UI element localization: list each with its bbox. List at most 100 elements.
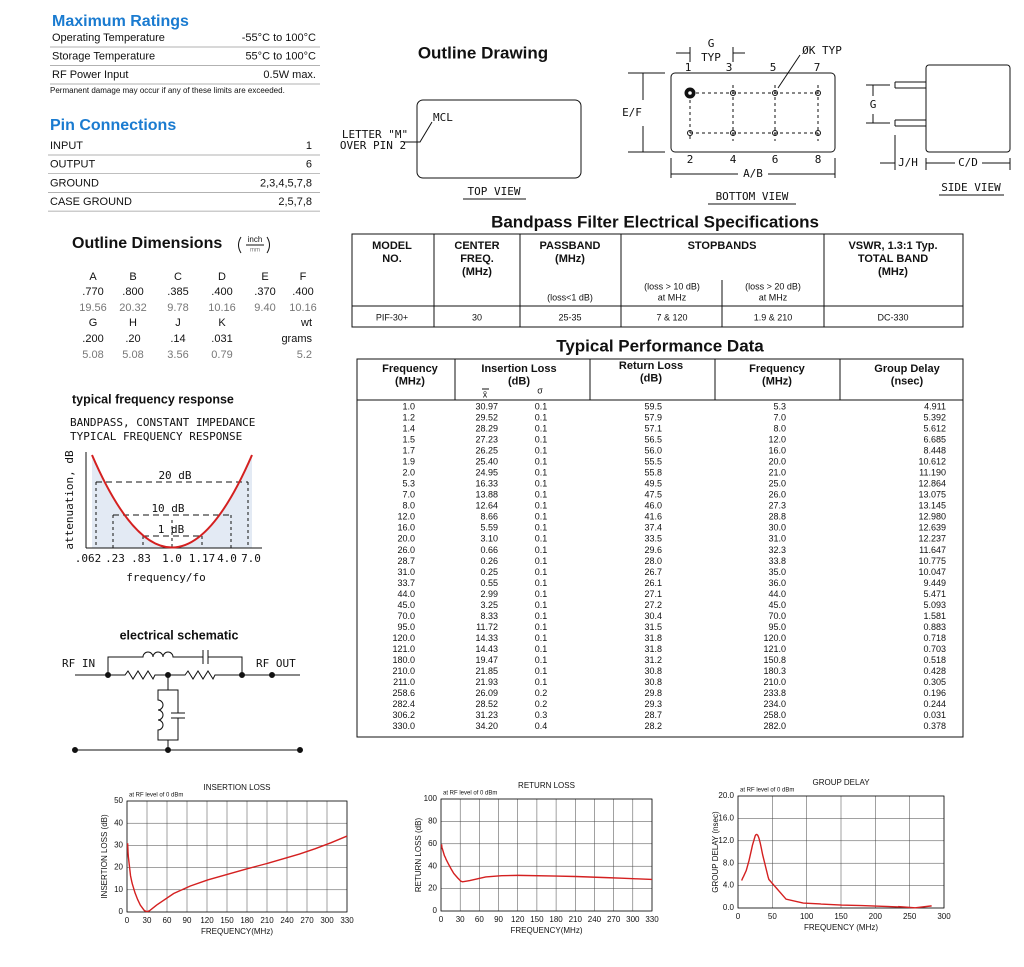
dimension-value: .800 [122,286,143,298]
table-border [356,358,964,738]
column-header: Return Loss [619,360,683,372]
x-tick-label: 180 [549,915,563,924]
x-tick-label: 240 [280,916,294,925]
column-header: MODEL [372,240,412,252]
x-label: 1.0 [162,552,182,565]
cell: 27.1 [644,589,662,599]
cell: 0.1 [535,567,548,577]
chart-subtitle: at RF level of 0 dBm [443,791,497,797]
x-tick-label: 60 [475,915,484,924]
cell: 8.66 [480,512,498,522]
dim-label: TYP [701,51,721,64]
dimension-value: .385 [167,286,188,298]
column-note: (loss > 10 dB) [644,281,700,291]
x-axis-label: FREQUENCY(MHz) [201,927,273,936]
column-header: (dB) [508,375,530,387]
cell: 0.244 [923,699,946,709]
cell: 0.1 [535,655,548,665]
frequency-response-drawing [85,452,262,549]
y-tick-label: 20 [114,863,123,872]
cell: 121.0 [763,644,786,654]
cell: 0.1 [535,600,548,610]
y-tick-label: 100 [424,794,438,803]
x-label: 4.0 [217,552,237,565]
cell: 0.2 [535,688,548,698]
column-header: Frequency [382,363,439,375]
y-axis-label: RETURN LOSS (dB) [414,818,423,893]
cell: 0.1 [535,501,548,511]
pin [772,130,778,136]
cell: 0.1 [535,468,548,478]
pin [687,130,693,136]
note: LETTER "M" [342,128,408,141]
rating-name: RF Power Input [52,69,128,81]
cell: 28.29 [475,423,498,433]
cell: 26.09 [475,688,498,698]
pin-name: OUTPUT [50,159,96,171]
cell: 26.0 [768,490,786,500]
cell: 5.392 [923,412,946,422]
x-tick-label: 0 [439,915,444,924]
y-tick-label: 0 [119,907,124,916]
column-header: (MHz) [555,253,585,265]
cell: 11.72 [476,622,498,632]
data-line [126,835,348,913]
column-header: (MHz) [395,375,425,387]
cell: 0.718 [923,633,946,643]
cell: 13.88 [475,490,498,500]
pin-value: 2,3,4,5,7,8 [260,177,312,189]
cell: 5.093 [923,600,946,610]
table-border [351,233,964,328]
cell: 0.883 [923,622,946,632]
cell: 0.1 [535,534,548,544]
cell: 95.0 [768,622,786,632]
cell: 46.0 [644,501,662,511]
side-view-body [925,64,1011,153]
section-title: Maximum Ratings [52,13,189,30]
section-title: Bandpass Filter Electrical Specification… [491,212,819,231]
cell: 0.1 [535,578,548,588]
pin-number: 4 [730,153,737,166]
node [165,747,171,753]
x-tick-label: 240 [588,915,602,924]
cell: 11.190 [919,468,946,478]
x-tick-label: 50 [768,912,777,921]
cell: 0.1 [535,412,548,422]
cell: 21.0 [768,468,786,478]
cell: 180.0 [392,655,415,665]
pin-name: INPUT [50,140,83,152]
heading: TYPICAL FREQUENCY RESPONSE [70,430,242,443]
axis-label: frequency/fo [126,571,205,584]
dimension-value: 0.79 [211,349,232,361]
cell: 41.6 [644,512,662,522]
cell: 10.775 [918,556,946,566]
dim-label: A/B [743,167,763,180]
cell: 180.3 [763,666,786,676]
dimension-value: 10.16 [289,302,317,314]
cell: 210.0 [392,666,415,676]
x-tick-label: 210 [260,916,274,925]
cell: 30.4 [644,611,662,621]
pin-value: 1 [306,140,312,152]
cell: 26.1 [644,578,662,588]
dimension-value: 9.78 [167,302,188,314]
cell: 32.3 [768,545,786,555]
cell: 0.25 [480,567,498,577]
node [105,672,111,678]
cell: 31.8 [644,633,662,643]
axis-label: attenuation, dB [63,450,76,550]
x-label: .23 [105,552,125,565]
y-tick-label: 50 [114,796,123,805]
section-title: Outline Drawing [418,43,548,62]
cell: 25.0 [768,479,786,489]
y-tick-label: 16.0 [718,814,734,823]
node [297,747,303,753]
cell: 56.0 [644,445,662,455]
cell: 49.5 [644,479,662,489]
dimension-value: .200 [82,333,103,345]
cell: 258.6 [392,688,415,698]
section-title: electrical schematic [120,628,239,642]
cell: 5.3 [402,479,415,489]
cell: 1.7 [402,445,415,455]
cell: 0.1 [535,633,548,643]
